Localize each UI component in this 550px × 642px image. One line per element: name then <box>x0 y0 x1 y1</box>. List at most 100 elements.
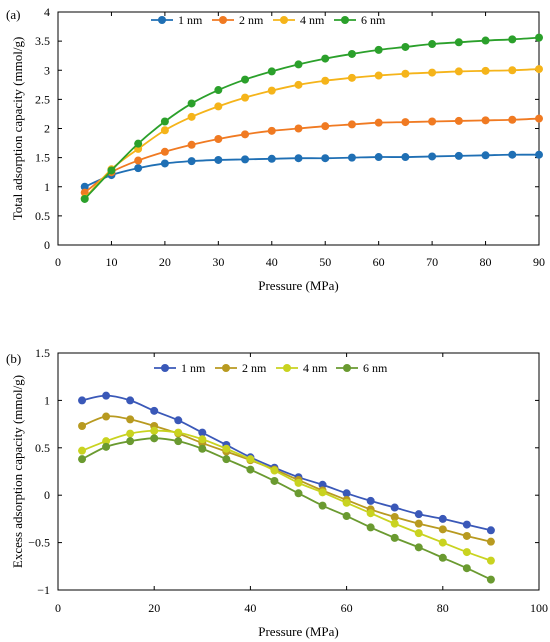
series-4-nm <box>80 65 543 203</box>
data-point <box>267 67 276 76</box>
data-point <box>126 415 135 424</box>
data-point <box>198 435 207 444</box>
data-point <box>134 156 143 165</box>
data-point <box>454 151 463 160</box>
data-point <box>438 525 447 534</box>
legend-marker <box>280 16 288 24</box>
series-line <box>84 36 540 200</box>
series-line <box>81 429 492 562</box>
y-tick-label: 2.5 <box>35 92 50 106</box>
x-axis-label: Pressure (MPa) <box>258 624 339 639</box>
y-tick-label: 2 <box>44 122 50 136</box>
legend-label: 1 nm <box>181 361 206 375</box>
data-point <box>294 80 303 89</box>
y-tick-label: 1.5 <box>35 151 50 165</box>
legend-marker <box>283 364 291 372</box>
data-point <box>294 154 303 163</box>
legend-label: 1 nm <box>178 13 203 27</box>
data-point <box>214 155 223 164</box>
data-point <box>481 116 490 125</box>
series-line <box>84 68 540 200</box>
data-point <box>454 116 463 125</box>
data-point <box>318 480 327 489</box>
x-tick-label: 80 <box>437 601 449 615</box>
y-tick-label: −0.5 <box>28 536 50 550</box>
data-point <box>374 118 383 127</box>
data-point <box>414 529 423 538</box>
legend-item: 6 nm <box>336 361 388 375</box>
data-point <box>150 406 159 415</box>
y-tick-label: 4 <box>44 5 50 19</box>
data-point <box>294 489 303 498</box>
data-point <box>134 139 143 148</box>
data-point <box>270 476 279 485</box>
legend-item: 2 nm <box>212 13 264 27</box>
legend-label: 2 nm <box>242 361 267 375</box>
data-point <box>342 512 351 521</box>
data-point <box>222 444 231 453</box>
data-point <box>454 38 463 47</box>
data-point <box>428 152 437 161</box>
x-tick-label: 100 <box>530 601 548 615</box>
data-point <box>126 429 135 438</box>
data-point <box>174 437 183 446</box>
data-point <box>414 510 423 519</box>
data-point <box>267 154 276 163</box>
data-point <box>126 437 135 446</box>
data-point <box>80 194 89 203</box>
y-tick-label: 0 <box>44 238 50 252</box>
legend-marker <box>158 16 166 24</box>
x-tick-label: 40 <box>244 601 256 615</box>
data-point <box>187 157 196 166</box>
data-point <box>366 496 375 505</box>
legend-label: 4 nm <box>300 13 325 27</box>
plot-frame <box>57 352 540 591</box>
data-point <box>347 120 356 129</box>
data-point <box>428 68 437 77</box>
x-tick-label: 80 <box>480 255 492 269</box>
data-point <box>78 455 87 464</box>
data-point <box>374 71 383 80</box>
data-point <box>321 54 330 63</box>
x-tick-label: 50 <box>319 255 331 269</box>
legend-item: 1 nm <box>151 13 203 27</box>
data-point <box>241 93 250 102</box>
data-point <box>187 112 196 121</box>
data-point <box>150 434 159 443</box>
data-point <box>198 428 207 437</box>
data-point <box>508 115 517 124</box>
series-line <box>84 153 540 188</box>
data-point <box>78 421 87 430</box>
legend-item: 4 nm <box>273 13 325 27</box>
data-point <box>222 455 231 464</box>
data-point <box>160 159 169 168</box>
data-point <box>160 126 169 135</box>
y-tick-label: 1.5 <box>35 346 50 360</box>
legend-label: 2 nm <box>239 13 264 27</box>
legend-label: 6 nm <box>363 361 388 375</box>
y-tick-label: 0.5 <box>35 209 50 223</box>
data-point <box>390 533 399 542</box>
data-point <box>428 117 437 126</box>
series-1-nm <box>80 150 543 191</box>
data-point <box>174 416 183 425</box>
data-point <box>187 140 196 149</box>
data-point <box>342 489 351 498</box>
series-4-nm <box>78 426 495 565</box>
data-point <box>187 99 196 108</box>
series-line <box>81 394 492 532</box>
data-point <box>401 69 410 78</box>
legend-marker <box>161 364 169 372</box>
data-point <box>126 396 135 405</box>
data-point <box>246 455 255 464</box>
data-point <box>462 531 471 540</box>
data-point <box>347 153 356 162</box>
x-tick-label: 20 <box>159 255 171 269</box>
data-point <box>535 150 543 159</box>
data-point <box>481 66 490 75</box>
y-axis-label: Total adsorption capacity (mmol/g) <box>10 37 25 221</box>
data-point <box>318 501 327 510</box>
panel-label: (b) <box>6 351 21 366</box>
data-point <box>246 465 255 474</box>
legend-item: 6 nm <box>334 13 386 27</box>
